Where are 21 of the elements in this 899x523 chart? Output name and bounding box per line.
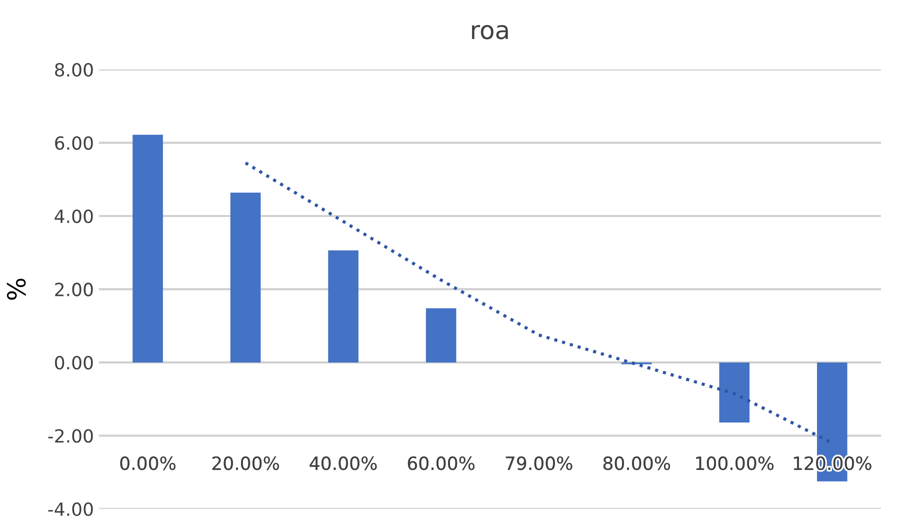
y-tick-label: 6.00 bbox=[55, 136, 93, 150]
bar bbox=[132, 134, 163, 362]
y-tick-label: -4.00 bbox=[48, 502, 93, 516]
x-tick-label: 60.00% bbox=[408, 456, 474, 470]
x-tick-label: 0.00% bbox=[120, 456, 176, 470]
y-tick-label: 8.00 bbox=[55, 63, 93, 77]
x-tick-label: 100.00% bbox=[696, 456, 774, 470]
x-tick-label: 40.00% bbox=[310, 456, 377, 470]
chart-title: roa bbox=[472, 25, 508, 40]
bar bbox=[230, 192, 261, 362]
x-tick-label: 20.00% bbox=[212, 456, 279, 470]
bar bbox=[328, 250, 358, 362]
y-tick-label: 4.00 bbox=[54, 209, 93, 224]
x-tick-label: 79.00% bbox=[506, 456, 572, 470]
y-tick-label: 2.00 bbox=[55, 282, 93, 296]
x-tick-label: 80.00% bbox=[603, 456, 670, 470]
bar bbox=[426, 308, 456, 362]
y-tick-label: 0.00 bbox=[55, 356, 93, 370]
bar bbox=[719, 362, 750, 422]
y-axis-title: % bbox=[6, 278, 26, 300]
y-tick-label: -2.00 bbox=[48, 429, 93, 443]
